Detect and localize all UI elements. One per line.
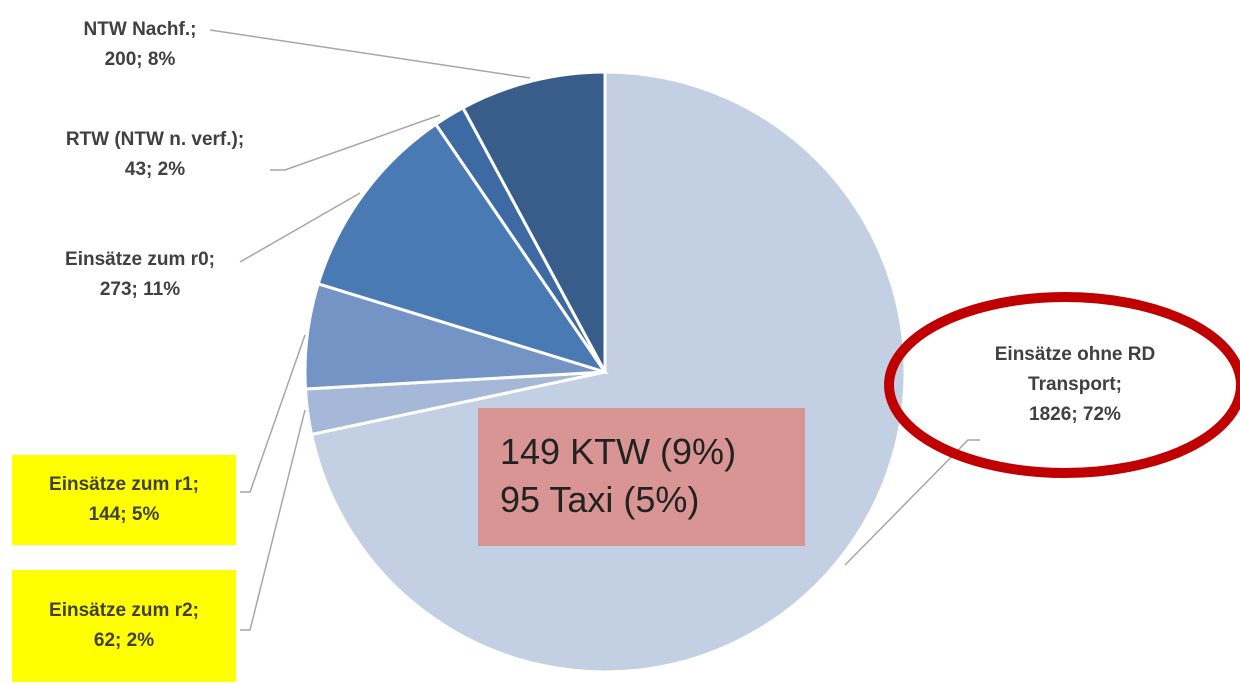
data-label: Einsätze zum r0; 273; 11%: [20, 245, 260, 305]
label-value: 43; 2%: [124, 159, 186, 180]
label-value: 1826; 72%: [1029, 404, 1121, 425]
leader-line: [239, 192, 361, 263]
label-name: NTW Nachf.;: [83, 19, 197, 40]
leader-line: [844, 439, 980, 566]
pie-slice: [460, 70, 607, 373]
data-label: Einsätze zum r2; 62; 2%: [12, 570, 236, 682]
label-value: 144; 5%: [88, 504, 160, 525]
data-label: Einsätze ohne RD Transport; 1826; 72%: [960, 330, 1190, 440]
data-label: RTW (NTW n. verf.); 43; 2%: [20, 125, 290, 185]
annotation-line: 149 KTW (9%): [500, 431, 737, 472]
leader-line: [270, 114, 441, 171]
annotation-box: 149 KTW (9%) 95 Taxi (5%): [478, 408, 805, 546]
leader-line: [240, 334, 306, 493]
data-label: NTW Nachf.; 200; 8%: [40, 15, 240, 75]
label-value: 273; 11%: [99, 279, 181, 300]
leader-line: [240, 409, 306, 631]
label-value: 62; 2%: [93, 630, 155, 651]
label-name: RTW (NTW n. verf.);: [65, 129, 245, 150]
pie-slice: [316, 122, 609, 375]
data-label: Einsätze zum r1; 144; 5%: [12, 455, 236, 545]
label-name: Einsätze zum r0;: [65, 249, 215, 270]
label-value: 200; 8%: [104, 49, 176, 70]
label-name: Einsätze zum r1;: [49, 474, 199, 495]
label-name: Einsätze zum r2;: [49, 600, 199, 621]
annotation-line: 95 Taxi (5%): [500, 479, 700, 520]
label-name: Einsätze ohne RD Transport;: [994, 344, 1156, 395]
highlight-ellipse: [884, 292, 1240, 478]
leader-line: [209, 29, 531, 79]
